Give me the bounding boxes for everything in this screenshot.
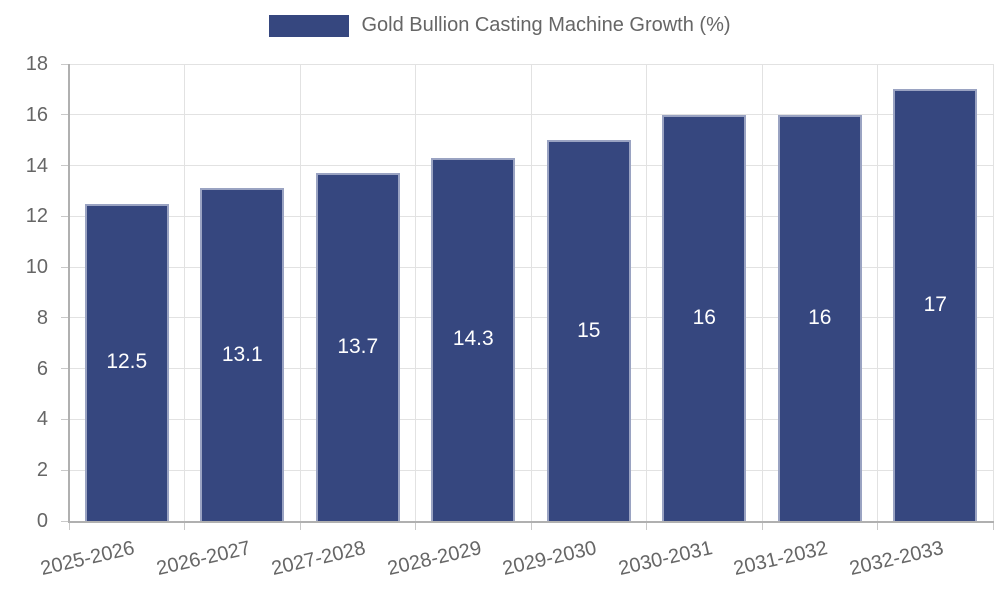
y-tick-mark [61, 63, 69, 65]
bar-value-label: 13.7 [337, 335, 379, 359]
legend-item[interactable]: Gold Bullion Casting Machine Growth (%) [269, 14, 731, 37]
y-tick-label: 8 [36, 306, 48, 329]
y-tick-mark [61, 317, 69, 319]
x-tick-label: 2031-2032 [731, 537, 830, 580]
bar-value-label: 15 [577, 318, 601, 342]
gridline-x [184, 64, 185, 521]
y-tick-mark [61, 469, 69, 471]
bar-value-label: 13.1 [221, 342, 263, 366]
bar [84, 203, 169, 521]
gridline-x [530, 64, 532, 521]
gridline-x [299, 64, 301, 521]
x-tick-mark [530, 521, 532, 530]
gridline-x [761, 64, 763, 521]
x-tick-label: 2032-2033 [847, 537, 946, 580]
y-tick-label: 16 [25, 103, 48, 126]
x-tick-mark [761, 521, 763, 530]
y-tick-label: 4 [36, 408, 48, 431]
bar [546, 140, 631, 521]
legend-label: Gold Bullion Casting Machine Growth (%) [361, 14, 731, 36]
gridline-x [646, 64, 647, 521]
x-tick-label: 2029-2030 [500, 537, 599, 580]
x-tick-label: 2026-2027 [154, 537, 253, 580]
x-tick-label: 2025-2026 [38, 537, 137, 580]
x-tick-mark [415, 521, 416, 530]
x-axis-line [68, 521, 994, 523]
y-tick-mark [61, 368, 69, 370]
x-tick-mark [299, 521, 301, 530]
y-tick-mark [61, 418, 69, 420]
bar-value-label: 17 [923, 293, 947, 317]
y-tick-mark [61, 215, 69, 217]
y-tick-label: 6 [36, 357, 48, 380]
x-tick-label: 2030-2031 [616, 537, 715, 580]
x-tick-mark [646, 521, 647, 530]
bar [431, 157, 516, 521]
bar [315, 173, 400, 521]
gridline-x [992, 64, 994, 521]
bar [777, 114, 862, 521]
y-tick-mark [61, 266, 69, 268]
x-tick-label: 2028-2029 [385, 537, 484, 580]
x-tick-mark [68, 521, 70, 530]
bar [893, 89, 978, 521]
bar-value-label: 16 [692, 305, 716, 329]
x-tick-mark [184, 521, 185, 530]
bar-value-label: 16 [808, 305, 832, 329]
x-tick-mark [992, 521, 994, 530]
y-tick-mark [61, 114, 69, 116]
y-tick-label: 12 [25, 205, 48, 228]
y-tick-label: 0 [36, 510, 48, 532]
y-tick-label: 14 [25, 154, 48, 177]
y-tick-label: 2 [36, 459, 48, 482]
y-tick-label: 18 [25, 53, 48, 75]
bar-value-label: 12.5 [106, 350, 148, 374]
x-tick-mark [877, 521, 878, 530]
chart-legend: Gold Bullion Casting Machine Growth (%) [0, 14, 1000, 37]
gridline-x [877, 64, 878, 521]
legend-swatch-icon [269, 14, 350, 37]
bar [662, 114, 747, 521]
gridline-x [415, 64, 416, 521]
y-tick-label: 10 [25, 256, 48, 279]
bar [200, 188, 285, 521]
bar-value-label: 14.3 [452, 327, 494, 351]
x-tick-label: 2027-2028 [269, 537, 368, 580]
y-axis-line [68, 64, 70, 523]
y-tick-mark [61, 165, 69, 167]
y-tick-mark [61, 520, 69, 522]
